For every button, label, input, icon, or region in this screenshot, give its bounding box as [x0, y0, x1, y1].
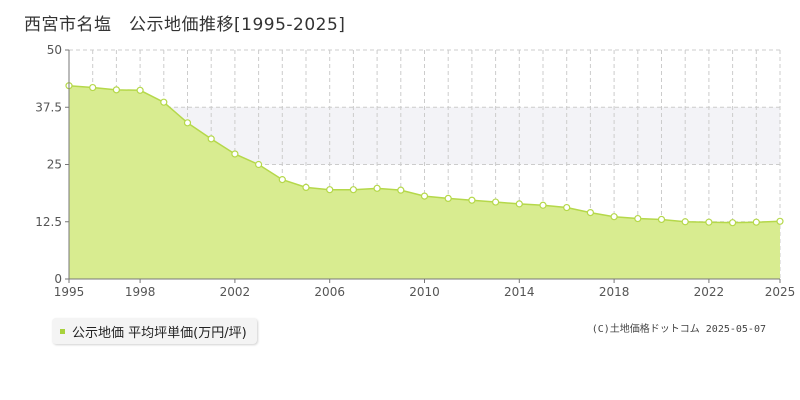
data-point — [728, 219, 737, 227]
legend: 公示地価 平均坪単価(万円/坪) — [52, 318, 257, 344]
data-point — [468, 196, 476, 204]
data-point — [705, 218, 713, 226]
data-point — [610, 213, 618, 221]
data-point — [515, 200, 523, 208]
x-tick-label: 2022 — [694, 285, 725, 299]
x-tick-label: 2002 — [220, 285, 251, 299]
data-point — [183, 119, 192, 127]
data-point — [444, 194, 452, 202]
data-point — [657, 215, 666, 224]
copyright-text: (C)土地価格ドットコム 2025-05-07 — [591, 324, 766, 335]
y-tick-label: 37.5 — [35, 100, 62, 114]
data-point — [349, 186, 357, 194]
data-point — [752, 218, 760, 226]
legend-label: 公示地価 平均坪単価(万円/坪) — [72, 325, 247, 341]
data-point — [207, 135, 215, 143]
x-tick-label: 2025 — [765, 285, 796, 299]
data-point — [420, 192, 429, 200]
data-point — [539, 201, 547, 209]
data-point — [397, 186, 405, 194]
chart-canvas: 0 12.5 25 37.5 50 1995 1998 2002 2006 2010 2014 201… — [35, 43, 796, 299]
data-point — [776, 217, 784, 225]
data-point — [302, 183, 310, 191]
y-tick-label: 50 — [47, 43, 62, 57]
data-point — [681, 218, 689, 226]
legend-swatch — [60, 328, 65, 334]
x-tick-label: 2018 — [599, 285, 630, 299]
y-tick-label: 25 — [47, 158, 62, 172]
data-point — [326, 186, 334, 194]
data-point — [492, 198, 500, 206]
y-tick-label: 0 — [54, 272, 62, 286]
x-tick-label: 1998 — [125, 285, 156, 299]
data-point — [278, 176, 286, 184]
data-point — [255, 160, 263, 169]
x-tick-label: 1995 — [54, 285, 85, 299]
data-point — [634, 214, 642, 223]
x-tick-label: 2010 — [409, 285, 440, 299]
data-point — [586, 208, 595, 217]
x-tick-label: 2014 — [504, 285, 535, 299]
series-area — [69, 85, 780, 279]
data-point — [112, 86, 121, 94]
y-tick-label: 12.5 — [35, 215, 62, 229]
chart-title: 西宮市名塩 公示地価推移[1995-2025] — [24, 15, 346, 35]
x-tick-label: 2006 — [314, 285, 345, 299]
data-point — [136, 86, 144, 94]
data-point — [563, 203, 571, 212]
data-point — [231, 150, 239, 158]
data-point — [89, 83, 97, 92]
data-point — [160, 98, 168, 106]
data-point — [373, 184, 381, 192]
